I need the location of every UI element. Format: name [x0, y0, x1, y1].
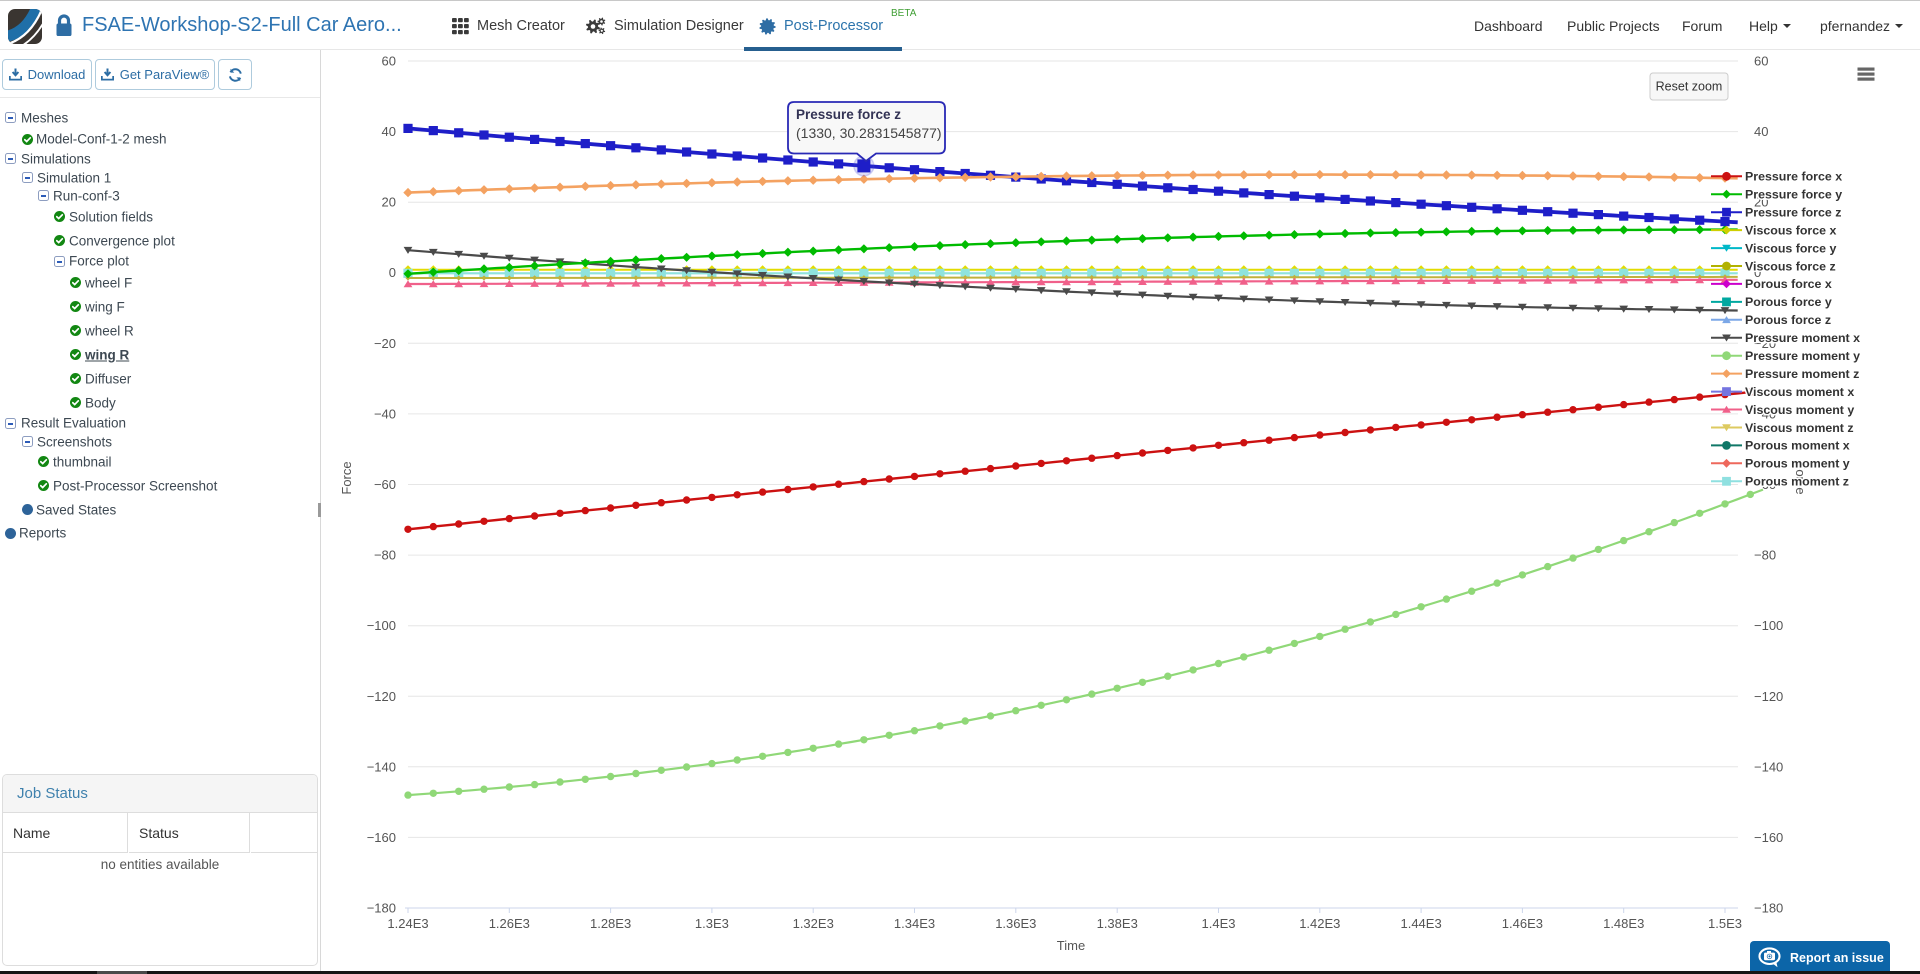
svg-text:−80: −80	[374, 548, 396, 563]
svg-text:Time: Time	[1057, 938, 1085, 953]
svg-text:20: 20	[382, 195, 396, 210]
svg-text:1.38E3: 1.38E3	[1097, 916, 1138, 931]
svg-text:Porous moment x: Porous moment x	[1745, 439, 1850, 453]
svg-text:20: 20	[1754, 195, 1768, 210]
svg-text:−40: −40	[374, 406, 396, 421]
svg-text:1.26E3: 1.26E3	[489, 916, 530, 931]
svg-text:1.28E3: 1.28E3	[590, 916, 631, 931]
svg-text:(1330, 30.2831545877): (1330, 30.2831545877)	[796, 125, 942, 141]
svg-text:−100: −100	[367, 618, 396, 633]
svg-text:Porous moment z: Porous moment z	[1745, 475, 1849, 489]
svg-text:−120: −120	[1754, 689, 1783, 704]
svg-text:Viscous force x: Viscous force x	[1745, 223, 1836, 237]
svg-text:−80: −80	[1754, 548, 1776, 563]
svg-text:60: 60	[1754, 54, 1768, 69]
svg-text:Pressure force z: Pressure force z	[1745, 206, 1841, 220]
svg-text:−120: −120	[367, 689, 396, 704]
svg-text:1.48E3: 1.48E3	[1603, 916, 1644, 931]
svg-text:Viscous force y: Viscous force y	[1745, 241, 1836, 255]
svg-text:0: 0	[389, 265, 396, 280]
svg-text:1.24E3: 1.24E3	[387, 916, 428, 931]
svg-text:−160: −160	[1754, 830, 1783, 845]
svg-text:−100: −100	[1754, 618, 1783, 633]
svg-text:−40: −40	[1754, 406, 1776, 421]
svg-text:−60: −60	[1754, 477, 1776, 492]
svg-text:Pressure moment z: Pressure moment z	[1745, 367, 1859, 381]
svg-text:1.3E3: 1.3E3	[695, 916, 729, 931]
svg-text:1.42E3: 1.42E3	[1299, 916, 1340, 931]
svg-text:Porous force x: Porous force x	[1745, 277, 1832, 291]
svg-text:Reset zoom: Reset zoom	[1656, 80, 1723, 94]
svg-text:−60: −60	[374, 477, 396, 492]
svg-text:Viscous force z: Viscous force z	[1745, 259, 1836, 273]
svg-text:1.34E3: 1.34E3	[894, 916, 935, 931]
svg-text:0: 0	[1754, 265, 1761, 280]
svg-text:1.46E3: 1.46E3	[1502, 916, 1543, 931]
svg-text:−20: −20	[374, 336, 396, 351]
svg-text:Porous force y: Porous force y	[1745, 295, 1832, 309]
svg-text:1.36E3: 1.36E3	[995, 916, 1036, 931]
svg-text:Force: Force	[1793, 461, 1808, 494]
svg-text:Viscous moment y: Viscous moment y	[1745, 403, 1854, 417]
svg-text:1.32E3: 1.32E3	[793, 916, 834, 931]
svg-text:60: 60	[382, 54, 396, 69]
svg-text:−160: −160	[367, 830, 396, 845]
svg-text:1.44E3: 1.44E3	[1400, 916, 1441, 931]
svg-text:Viscous moment x: Viscous moment x	[1745, 385, 1854, 399]
svg-text:40: 40	[382, 124, 396, 139]
svg-text:40: 40	[1754, 124, 1768, 139]
svg-text:Pressure moment x: Pressure moment x	[1745, 331, 1860, 345]
svg-text:Porous force z: Porous force z	[1745, 313, 1831, 327]
svg-text:−180: −180	[367, 901, 396, 916]
svg-text:−140: −140	[1754, 759, 1783, 774]
svg-text:Viscous moment z: Viscous moment z	[1745, 421, 1854, 435]
svg-text:Porous moment y: Porous moment y	[1745, 457, 1850, 471]
svg-text:Pressure force y: Pressure force y	[1745, 188, 1842, 202]
svg-text:−180: −180	[1754, 901, 1783, 916]
svg-text:Force: Force	[339, 461, 354, 494]
svg-text:Pressure force x: Pressure force x	[1745, 170, 1842, 184]
svg-text:1.4E3: 1.4E3	[1202, 916, 1236, 931]
svg-text:−140: −140	[367, 759, 396, 774]
svg-text:1.5E3: 1.5E3	[1708, 916, 1742, 931]
svg-text:−20: −20	[1754, 336, 1776, 351]
svg-text:Pressure force z: Pressure force z	[796, 107, 901, 122]
svg-text:Pressure moment y: Pressure moment y	[1745, 349, 1860, 363]
